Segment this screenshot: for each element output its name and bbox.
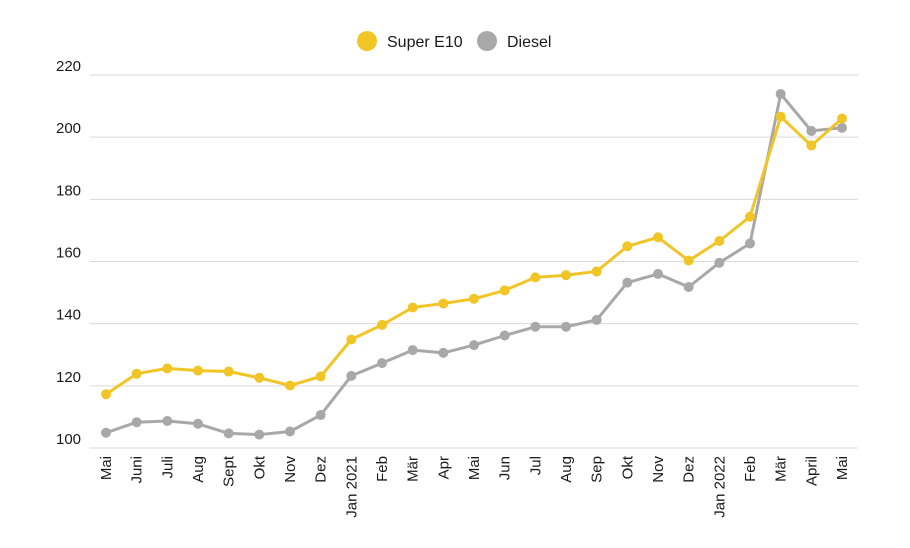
data-point-super-e10: [101, 389, 111, 400]
data-point-super-e10: [131, 368, 142, 379]
x-tick-label: Jan 2022: [711, 456, 728, 518]
y-tick-label: 220: [56, 58, 81, 75]
series-lines: [101, 88, 847, 440]
legend-marker-diesel: [477, 31, 497, 51]
data-point-super-e10: [315, 371, 326, 382]
y-axis: 100 120 140 160 180 200 220: [56, 58, 81, 448]
x-tick-label: Juli: [159, 456, 176, 479]
data-point-diesel: [377, 358, 387, 369]
data-point-diesel: [530, 321, 541, 332]
data-point-super-e10: [469, 293, 479, 304]
legend-marker-super-e10: [357, 31, 377, 51]
x-tick-label: Nov: [282, 456, 299, 483]
x-tick-label: Mai: [98, 456, 115, 480]
x-tick-label: Jan 2021: [343, 456, 360, 518]
x-tick-label: Juni: [129, 456, 146, 484]
x-tick-label: Aug: [190, 456, 207, 483]
data-point-diesel: [806, 125, 817, 136]
data-point-super-e10: [530, 272, 541, 283]
y-tick-label: 140: [56, 307, 81, 324]
x-tick-label: Dez: [313, 456, 330, 483]
x-tick-label: April: [803, 456, 820, 486]
data-point-super-e10: [806, 140, 817, 151]
y-tick-label: 160: [56, 245, 81, 262]
legend-label-super-e10: Super E10: [387, 34, 463, 51]
data-point-super-e10: [745, 211, 755, 222]
data-point-super-e10: [499, 285, 510, 296]
y-tick-label: 200: [56, 120, 81, 137]
data-point-diesel: [131, 417, 142, 428]
data-point-super-e10: [622, 241, 633, 252]
y-tick-label: 100: [56, 431, 81, 448]
x-tick-label: Feb: [742, 456, 759, 482]
data-point-diesel: [285, 426, 295, 437]
data-point-super-e10: [254, 372, 265, 383]
data-point-super-e10: [377, 319, 387, 330]
data-point-diesel: [775, 88, 786, 99]
data-point-super-e10: [653, 232, 663, 243]
data-point-diesel: [622, 277, 633, 288]
data-point-super-e10: [591, 266, 602, 277]
data-point-diesel: [438, 347, 449, 358]
x-tick-label: Sep: [589, 456, 606, 483]
x-tick-label: Apr: [435, 456, 452, 479]
x-tick-label: Feb: [374, 456, 391, 482]
data-point-super-e10: [714, 235, 725, 246]
data-point-diesel: [499, 330, 510, 341]
data-point-super-e10: [285, 380, 295, 391]
data-point-diesel: [223, 428, 234, 439]
data-point-diesel: [254, 429, 265, 440]
x-tick-label: Jun: [497, 456, 514, 480]
x-axis: Mai Juni Juli Aug Sept Okt Nov Dez Jan 2021 Feb Mä…: [98, 455, 851, 518]
x-tick-label: Aug: [558, 456, 575, 483]
data-point-super-e10: [162, 363, 173, 374]
data-point-super-e10: [775, 111, 786, 122]
data-point-diesel: [714, 257, 725, 268]
data-point-diesel: [745, 238, 755, 249]
x-tick-label: Mai: [466, 456, 483, 480]
data-point-diesel: [101, 427, 111, 438]
data-point-diesel: [591, 314, 602, 325]
x-tick-label: Mär: [773, 456, 790, 482]
y-tick-label: 180: [56, 182, 81, 199]
x-tick-label: Jul: [527, 456, 544, 475]
data-point-diesel: [407, 345, 418, 356]
data-point-super-e10: [223, 366, 234, 377]
data-point-super-e10: [561, 270, 571, 281]
x-tick-label: Sept: [221, 455, 238, 487]
data-point-super-e10: [407, 302, 418, 313]
x-tick-label: Mai: [834, 456, 851, 480]
x-tick-label: Okt: [251, 455, 268, 479]
data-point-diesel: [683, 281, 694, 292]
series-line-diesel: [105, 92, 843, 437]
data-point-diesel: [315, 410, 326, 421]
data-point-super-e10: [193, 365, 203, 376]
data-point-diesel: [346, 370, 357, 381]
data-point-diesel: [561, 321, 571, 332]
data-point-super-e10: [438, 298, 449, 309]
data-point-super-e10: [837, 113, 847, 124]
data-point-diesel: [469, 340, 479, 351]
x-tick-label: Okt: [619, 455, 636, 479]
data-point-diesel: [162, 415, 173, 426]
chart-legend: Super E10 Diesel: [357, 31, 551, 51]
data-point-super-e10: [346, 334, 357, 345]
data-point-super-e10: [683, 255, 694, 266]
x-tick-label: Nov: [650, 456, 667, 483]
y-tick-label: 120: [56, 369, 81, 386]
grid-lines: [90, 74, 858, 449]
data-point-diesel: [837, 122, 847, 133]
data-point-diesel: [193, 418, 203, 429]
legend-label-diesel: Diesel: [507, 34, 551, 51]
x-tick-label: Dez: [681, 456, 698, 483]
data-point-diesel: [653, 268, 663, 279]
x-tick-label: Mär: [405, 456, 422, 482]
